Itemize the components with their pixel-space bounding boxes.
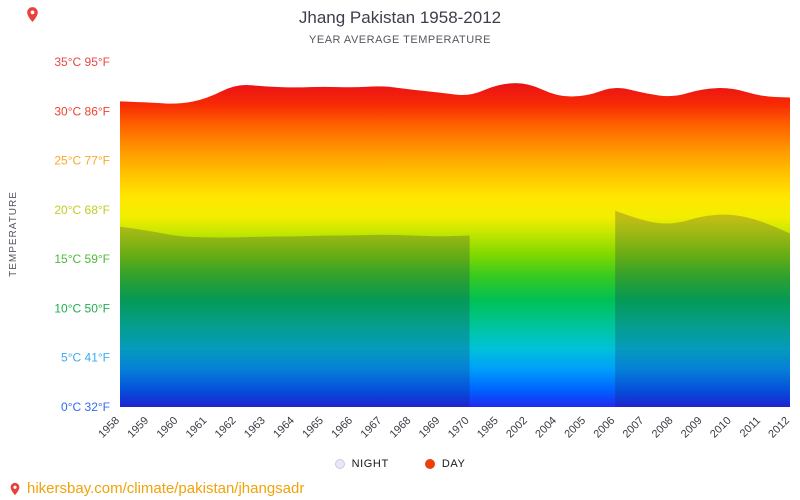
location-pin-icon: [24, 6, 41, 23]
x-axis-label: 2006: [592, 415, 618, 441]
legend-item-day[interactable]: DAY: [424, 458, 466, 470]
y-axis-tick: 0°C 32°F: [61, 400, 110, 414]
y-axis-tick: 35°C 95°F: [54, 55, 110, 69]
location-pin-icon: [8, 482, 22, 496]
footer: hikersbay.com/climate/pakistan/jhangsadr: [8, 480, 304, 497]
y-axis-tick: 20°C 68°F: [54, 203, 110, 217]
y-axis-tick: 25°C 77°F: [54, 154, 110, 168]
x-axis-label: 1958: [96, 415, 122, 441]
x-axis-label: 1962: [213, 415, 239, 441]
y-axis-tick: 5°C 41°F: [61, 351, 110, 365]
x-axis-label: 1985: [475, 415, 501, 441]
x-axis-label: 2002: [504, 415, 530, 441]
night-area-series[interactable]: [120, 226, 470, 407]
x-axis-label: 1969: [417, 415, 443, 441]
night-legend-dot-icon: [334, 459, 345, 469]
x-axis-label: 2011: [738, 415, 763, 440]
y-axis-title: TEMPERATURE: [8, 191, 19, 277]
x-axis-label: 1964: [271, 415, 297, 441]
chart-subtitle: YEAR AVERAGE TEMPERATURE: [309, 34, 491, 46]
footer-link[interactable]: hikersbay.com/climate/pakistan/jhangsadr: [27, 480, 305, 497]
day-legend-dot-icon: [424, 459, 435, 469]
x-axis-label: 1963: [242, 415, 268, 441]
x-axis-label: 1961: [184, 415, 210, 441]
x-axis-label: 1965: [300, 415, 326, 441]
x-axis-label: 2009: [679, 415, 705, 441]
x-axis-label: 2012: [766, 415, 792, 441]
x-axis-label: 1967: [359, 415, 385, 441]
day-legend-label: DAY: [441, 458, 466, 470]
y-axis-tick: 10°C 50°F: [54, 301, 110, 315]
x-axis-label: 2005: [562, 415, 588, 441]
x-axis-label: 1959: [125, 415, 151, 441]
day-area-series[interactable]: [120, 83, 790, 408]
chart-legend: NIGHT DAY: [0, 458, 800, 470]
x-axis-label: 1968: [388, 415, 414, 441]
x-axis-label: 2007: [621, 415, 647, 441]
y-axis-tick: 30°C 86°F: [54, 104, 110, 118]
x-axis-label: 1966: [329, 415, 355, 441]
night-legend-label: NIGHT: [351, 458, 389, 470]
y-axis-tick: 15°C 59°F: [54, 252, 110, 266]
x-axis-label: 1970: [446, 415, 472, 441]
legend-item-night[interactable]: NIGHT: [334, 458, 389, 470]
night-area-series[interactable]: [615, 210, 790, 407]
x-axis-label: 2004: [533, 415, 559, 441]
chart-title: Jhang Pakistan 1958-2012: [298, 8, 502, 27]
x-axis-label: 2008: [650, 415, 676, 441]
x-axis-label: 1960: [155, 415, 181, 441]
x-axis-label: 2010: [708, 415, 734, 441]
